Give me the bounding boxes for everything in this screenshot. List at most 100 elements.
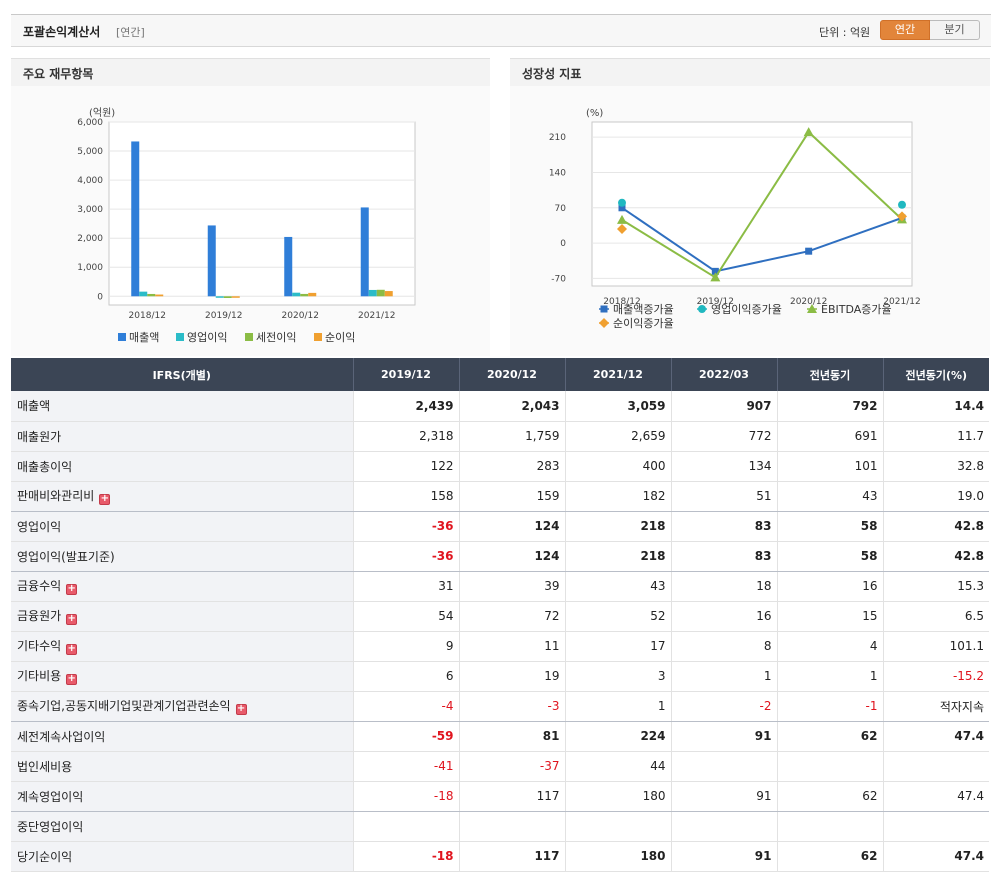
table-cell: 16 [670, 601, 777, 632]
table-cell [776, 811, 883, 842]
x-tick-label: 2019/12 [205, 311, 242, 321]
table-cell: 39 [458, 571, 565, 602]
data-point [897, 211, 907, 222]
table-cell: 122 [352, 451, 459, 482]
table-cell: 43 [564, 571, 671, 602]
table-row: 법인세비용 -41 -37 44 [11, 751, 989, 782]
row-label-text: 금융수익 [17, 579, 62, 593]
table-cell: 3 [564, 661, 671, 692]
table-cell: 218 [564, 541, 671, 572]
x-tick-label: 2020/12 [282, 311, 319, 321]
row-label: 계속영업이익 [11, 781, 353, 812]
header-col-4: 2022/03 [670, 358, 777, 391]
table-row: 영업이익 -36 124 218 83 58 42.8 [11, 511, 989, 542]
table-cell: 101.1 [882, 631, 989, 662]
y-tick-label: 0 [97, 292, 103, 302]
table-cell: -36 [352, 511, 459, 542]
table-cell: 62 [776, 721, 883, 752]
expand-plus-icon[interactable]: + [99, 493, 111, 505]
table-cell: 4 [776, 631, 883, 662]
table-cell: -36 [352, 541, 459, 572]
table-cell: 58 [776, 541, 883, 572]
table-cell [458, 811, 565, 842]
row-label-text: 기타비용 [17, 669, 62, 683]
table-row: 당기순이익 -18 117 180 91 62 47.4 [11, 841, 989, 872]
row-label: 금융수익 + [11, 571, 353, 602]
annual-toggle-button[interactable]: 연간 [880, 20, 930, 40]
table-cell: 117 [458, 841, 565, 872]
table-cell: 51 [670, 481, 777, 512]
x-tick-label: 2018/12 [129, 311, 166, 321]
header-col-1: 2019/12 [352, 358, 459, 391]
bar-4 [384, 291, 393, 297]
legend-swatch [245, 333, 253, 341]
expand-plus-icon[interactable]: + [66, 613, 78, 625]
table-cell: 400 [564, 451, 671, 482]
table-cell: 19 [458, 661, 565, 692]
bar-3 [376, 289, 385, 297]
row-label: 영업이익(발표기준) [11, 541, 353, 572]
expand-plus-icon[interactable]: + [66, 673, 78, 685]
data-point [618, 198, 626, 207]
row-label: 종속기업,공동지배기업및관계기업관련손익 + [11, 691, 353, 722]
y-tick-label: 5,000 [77, 147, 103, 157]
table-row: 금융수익 +31 39 43 18 16 15.3 [11, 571, 989, 602]
table-cell: 91 [670, 841, 777, 872]
table-cell: 2,043 [458, 391, 565, 422]
legend-label: 매출액증가율 [613, 303, 674, 316]
table-cell: 44 [564, 751, 671, 782]
legend-label: 영업이익 [187, 331, 227, 344]
table-cell: 9 [352, 631, 459, 662]
row-label: 영업이익 [11, 511, 353, 542]
table-cell: 11 [458, 631, 565, 662]
table-cell: -59 [352, 721, 459, 752]
y-axis-unit: (억원) [89, 107, 115, 119]
quarter-toggle-button[interactable]: 분기 [930, 20, 980, 40]
table-cell: 14.4 [882, 391, 989, 422]
x-tick-label: 2021/12 [883, 297, 920, 307]
expand-plus-icon[interactable]: + [235, 703, 247, 715]
table-cell: 62 [776, 841, 883, 872]
row-label-text: 당기순이익 [17, 849, 73, 864]
table-cell: 72 [458, 601, 565, 632]
table-cell: 691 [776, 421, 883, 452]
data-point [803, 127, 814, 137]
expand-plus-icon[interactable]: + [66, 643, 78, 655]
data-point [805, 247, 813, 255]
legend-marker [698, 305, 706, 313]
table-row: 중단영업이익 [11, 811, 989, 842]
table-cell: 18 [670, 571, 777, 602]
expand-plus-icon[interactable]: + [66, 583, 78, 595]
header-ifrs: IFRS(개별) [11, 358, 353, 391]
table-cell: 17 [564, 631, 671, 662]
period-toggle: 연간 분기 [880, 20, 980, 40]
table-cell: 54 [352, 601, 459, 632]
table-cell [670, 751, 777, 782]
table-cell [564, 811, 671, 842]
table-cell: -2 [670, 691, 777, 722]
header-col-2: 2020/12 [458, 358, 565, 391]
y-tick-label: 6,000 [77, 118, 103, 128]
bar-4 [155, 294, 164, 297]
legend-label: EBITDA증가율 [821, 303, 892, 316]
y-tick-label: 4,000 [77, 176, 103, 186]
y-tick-label: 1,000 [77, 263, 103, 273]
y-tick-label: 3,000 [77, 205, 103, 215]
table-cell: 6.5 [882, 601, 989, 632]
row-label-text: 금융원가 [17, 609, 62, 623]
table-row: 매출총이익 122 283 400 134 101 32.8 [11, 451, 989, 482]
table-cell: 159 [458, 481, 565, 512]
table-cell: 42.8 [882, 511, 989, 542]
table-cell: -18 [352, 841, 459, 872]
table-cell: 124 [458, 511, 565, 542]
bar-1 [284, 236, 293, 297]
growth-panel-title: 성장성 지표 [510, 58, 990, 86]
table-row: 기타비용 +6 19 3 1 1 -15.2 [11, 661, 989, 692]
row-label-text: 매출액 [17, 399, 51, 414]
data-point [710, 272, 721, 282]
legend-swatch [118, 333, 126, 341]
table-cell [776, 751, 883, 782]
table-cell: 283 [458, 451, 565, 482]
series-line-3 [621, 130, 903, 279]
bar-1 [360, 207, 369, 297]
